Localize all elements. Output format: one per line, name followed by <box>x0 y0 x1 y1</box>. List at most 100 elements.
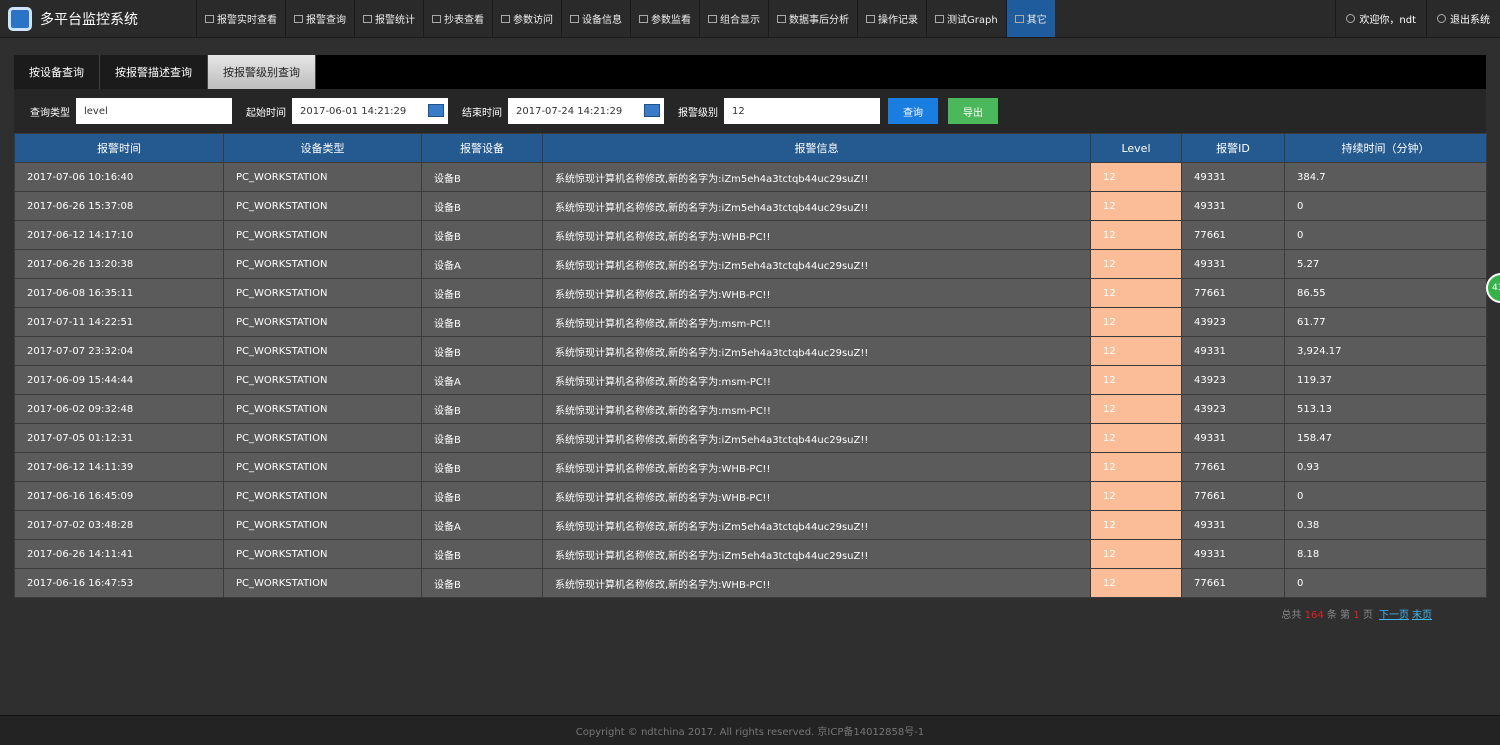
nav-item[interactable]: 报警实时查看 <box>196 0 285 37</box>
filter-input[interactable]: 12 <box>724 98 880 124</box>
cell: 系统惊现计算机名称修改,新的名字为:iZm5eh4a3tctqb44uc29su… <box>542 191 1091 221</box>
calendar-icon[interactable] <box>644 104 660 117</box>
last-page[interactable]: 末页 <box>1412 610 1432 621</box>
next-page[interactable]: 下一页 <box>1379 610 1409 621</box>
nav-label[interactable]: 操作记录 <box>878 15 918 26</box>
cell: 2017-06-12 14:17:10 <box>14 220 224 250</box>
table-row: 2017-06-26 13:20:38 PC_WORKSTATION 设备A 系统惊现… <box>14 249 1487 279</box>
badge[interactable]: 43 <box>1486 273 1500 303</box>
nav-item[interactable]: 报警统计 <box>354 0 423 37</box>
cell: 77661 <box>1181 481 1285 511</box>
logo: 多平台监控系统 <box>0 0 196 37</box>
nav-item[interactable]: 测试Graph <box>926 0 1006 37</box>
export-button[interactable]: 导出 <box>948 98 998 124</box>
cell: 49331 <box>1181 249 1285 279</box>
nav-label[interactable]: 测试Graph <box>947 15 998 26</box>
cell: 2017-07-07 23:32:04 <box>14 336 224 366</box>
cell: 2017-06-26 14:11:41 <box>14 539 224 569</box>
nav-icon <box>432 14 441 23</box>
nav-item[interactable]: 参数访问 <box>492 0 561 37</box>
cell: PC_WORKSTATION <box>223 307 422 337</box>
nav-item[interactable]: 组合显示 <box>699 0 768 37</box>
tab[interactable]: 按设备查询 <box>14 55 100 89</box>
filter-input[interactable]: 2017-07-24 14:21:29 <box>508 98 664 124</box>
nav-label[interactable]: 抄表查看 <box>444 15 484 26</box>
cell: PC_WORKSTATION <box>223 452 422 482</box>
nav-label[interactable]: 数据事后分析 <box>789 15 849 26</box>
cell: 12 <box>1090 220 1182 250</box>
cell: 77661 <box>1181 568 1285 598</box>
cell: 384.7 <box>1284 162 1487 192</box>
calendar-icon[interactable] <box>428 104 444 117</box>
tab[interactable]: 按报警级别查询 <box>208 55 316 89</box>
nav-item[interactable]: 参数监看 <box>630 0 699 37</box>
filter-value[interactable]: level <box>84 105 108 117</box>
filter-value[interactable]: 12 <box>732 105 745 117</box>
nav-label[interactable]: 参数监看 <box>651 15 691 26</box>
cell: 12 <box>1090 278 1182 308</box>
nav-label[interactable]: 报警实时查看 <box>217 15 277 26</box>
column-header[interactable]: 报警ID <box>1181 133 1285 163</box>
table-row: 2017-06-12 14:11:39 PC_WORKSTATION 设备B 系统惊现… <box>14 452 1487 482</box>
text: 条 第 <box>1326 610 1351 621</box>
cell: PC_WORKSTATION <box>223 539 422 569</box>
table-row: 2017-06-26 14:11:41 PC_WORKSTATION 设备B 系统惊现… <box>14 539 1487 569</box>
column-header[interactable]: Level <box>1090 133 1182 163</box>
nav-label[interactable]: 其它 <box>1026 15 1047 26</box>
column-header[interactable]: 持续时间（分钟） <box>1284 133 1487 163</box>
user-area: 欢迎你，ndt 退出系统 <box>1335 0 1500 37</box>
cell: 12 <box>1090 539 1182 569</box>
nav-item[interactable]: 数据事后分析 <box>768 0 857 37</box>
nav-item[interactable]: 设备信息 <box>561 0 630 37</box>
cell: 2017-06-08 16:35:11 <box>14 278 224 308</box>
cell: 0 <box>1284 568 1487 598</box>
logout[interactable]: 退出系统 <box>1426 0 1500 37</box>
cell: 系统惊现计算机名称修改,新的名字为:WHB-PC!! <box>542 220 1091 250</box>
nav-icon <box>205 14 214 23</box>
cell: 设备A <box>421 365 543 395</box>
page: 1 <box>1353 610 1360 621</box>
cell: 0 <box>1284 191 1487 221</box>
cell: PC_WORKSTATION <box>223 510 422 540</box>
nav-label[interactable]: 参数访问 <box>513 15 553 26</box>
nav-label[interactable]: 报警查询 <box>306 15 346 26</box>
nav-item[interactable]: 其它 <box>1005 0 1055 37</box>
cell: 158.47 <box>1284 423 1487 453</box>
cell: 设备B <box>421 162 543 192</box>
logout-text[interactable]: 退出系统 <box>1450 15 1490 26</box>
nav-item[interactable]: 操作记录 <box>857 0 926 37</box>
cell: 系统惊现计算机名称修改,新的名字为:iZm5eh4a3tctqb44uc29su… <box>542 336 1091 366</box>
cell: 12 <box>1090 307 1182 337</box>
column-header[interactable]: 设备类型 <box>223 133 422 163</box>
cell: 12 <box>1090 365 1182 395</box>
nav-label[interactable]: 设备信息 <box>582 15 622 26</box>
cell: 2017-07-02 03:48:28 <box>14 510 224 540</box>
filters: 查询类型 level 起始时间 2017-06-01 14:21:29 结束时间 2017… <box>14 89 1486 133</box>
column-header[interactable]: 报警信息 <box>542 133 1091 163</box>
cell: 49331 <box>1181 191 1285 221</box>
filter-label: 起始时间 <box>246 107 286 119</box>
cell: PC_WORKSTATION <box>223 568 422 598</box>
search-button[interactable]: 查询 <box>888 98 938 124</box>
cell: 43923 <box>1181 365 1285 395</box>
filter-value[interactable]: 2017-06-01 14:21:29 <box>300 105 407 117</box>
filter-value[interactable]: 2017-07-24 14:21:29 <box>516 105 623 117</box>
cell: 系统惊现计算机名称修改,新的名字为:WHB-PC!! <box>542 278 1091 308</box>
tab[interactable]: 按报警描述查询 <box>100 55 208 89</box>
filter-input[interactable]: 2017-06-01 14:21:29 <box>292 98 448 124</box>
column-header[interactable]: 报警设备 <box>421 133 543 163</box>
nav-label[interactable]: 报警统计 <box>375 15 415 26</box>
cell: 0 <box>1284 220 1487 250</box>
cell: 系统惊现计算机名称修改,新的名字为:msm-PC!! <box>542 365 1091 395</box>
cell: 设备B <box>421 220 543 250</box>
filter-input[interactable]: level <box>76 98 232 124</box>
cell: 设备B <box>421 539 543 569</box>
nav-label[interactable]: 组合显示 <box>720 15 760 26</box>
cell: 0.38 <box>1284 510 1487 540</box>
table-row: 2017-07-06 10:16:40 PC_WORKSTATION 设备B 系统惊现… <box>14 162 1487 192</box>
cell: 设备B <box>421 307 543 337</box>
column-header[interactable]: 报警时间 <box>14 133 224 163</box>
nav-item[interactable]: 抄表查看 <box>423 0 492 37</box>
nav-item[interactable]: 报警查询 <box>285 0 354 37</box>
nav-icon <box>708 14 717 23</box>
